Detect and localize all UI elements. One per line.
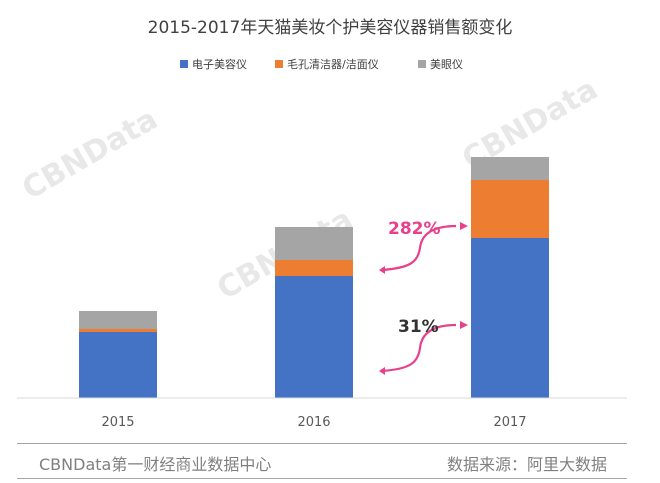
bars bbox=[79, 157, 549, 398]
chart-title: 2015-2017年天猫美妆个护美容仪器销售额变化 bbox=[148, 18, 513, 38]
arrow-head-left bbox=[379, 266, 385, 274]
arrow-head-right bbox=[460, 321, 468, 329]
legend-swatch bbox=[275, 60, 283, 68]
x-axis-ticks: 2015 2016 2017 bbox=[101, 415, 526, 430]
bar-segment bbox=[275, 276, 353, 398]
bar-segment bbox=[79, 329, 157, 332]
watermark: CBNData bbox=[17, 102, 164, 207]
legend-label: 电子美容仪 bbox=[192, 57, 247, 71]
bar-segment bbox=[471, 180, 549, 238]
arrow-head-left bbox=[379, 367, 385, 375]
growth-label: 31% bbox=[398, 317, 439, 337]
growth-arrow bbox=[381, 224, 457, 272]
legend-swatch bbox=[180, 60, 188, 68]
annotations: 282% 31% bbox=[379, 219, 468, 375]
stacked-bar-chart: 2015-2017年天猫美妆个护美容仪器销售额变化 电子美容仪 毛孔清洁器/洁面仪… bbox=[17, 18, 627, 430]
footer-data-source: 数据来源：阿里大数据 bbox=[446, 455, 607, 474]
bar-segment bbox=[471, 238, 549, 398]
x-tick-label: 2015 bbox=[101, 415, 134, 430]
arrow-head-right bbox=[460, 222, 468, 230]
footer-source-org: CBNData第一财经商业数据中心 bbox=[39, 455, 272, 474]
x-tick-label: 2016 bbox=[297, 415, 330, 430]
bar-segment bbox=[471, 157, 549, 180]
bar-segment bbox=[275, 227, 353, 260]
bar-segment bbox=[79, 332, 157, 398]
growth-arrow bbox=[381, 323, 457, 373]
legend-label: 毛孔清洁器/洁面仪 bbox=[287, 58, 379, 71]
x-tick-label: 2017 bbox=[493, 415, 526, 430]
legend-swatch bbox=[418, 60, 426, 68]
legend-label: 美眼仪 bbox=[430, 58, 463, 71]
growth-label: 282% bbox=[388, 219, 441, 239]
legend: 电子美容仪 毛孔清洁器/洁面仪 美眼仪 bbox=[180, 57, 463, 71]
bar-segment bbox=[275, 260, 353, 276]
footer: CBNData第一财经商业数据中心 数据来源：阿里大数据 bbox=[17, 443, 627, 479]
bar-segment bbox=[79, 311, 157, 329]
